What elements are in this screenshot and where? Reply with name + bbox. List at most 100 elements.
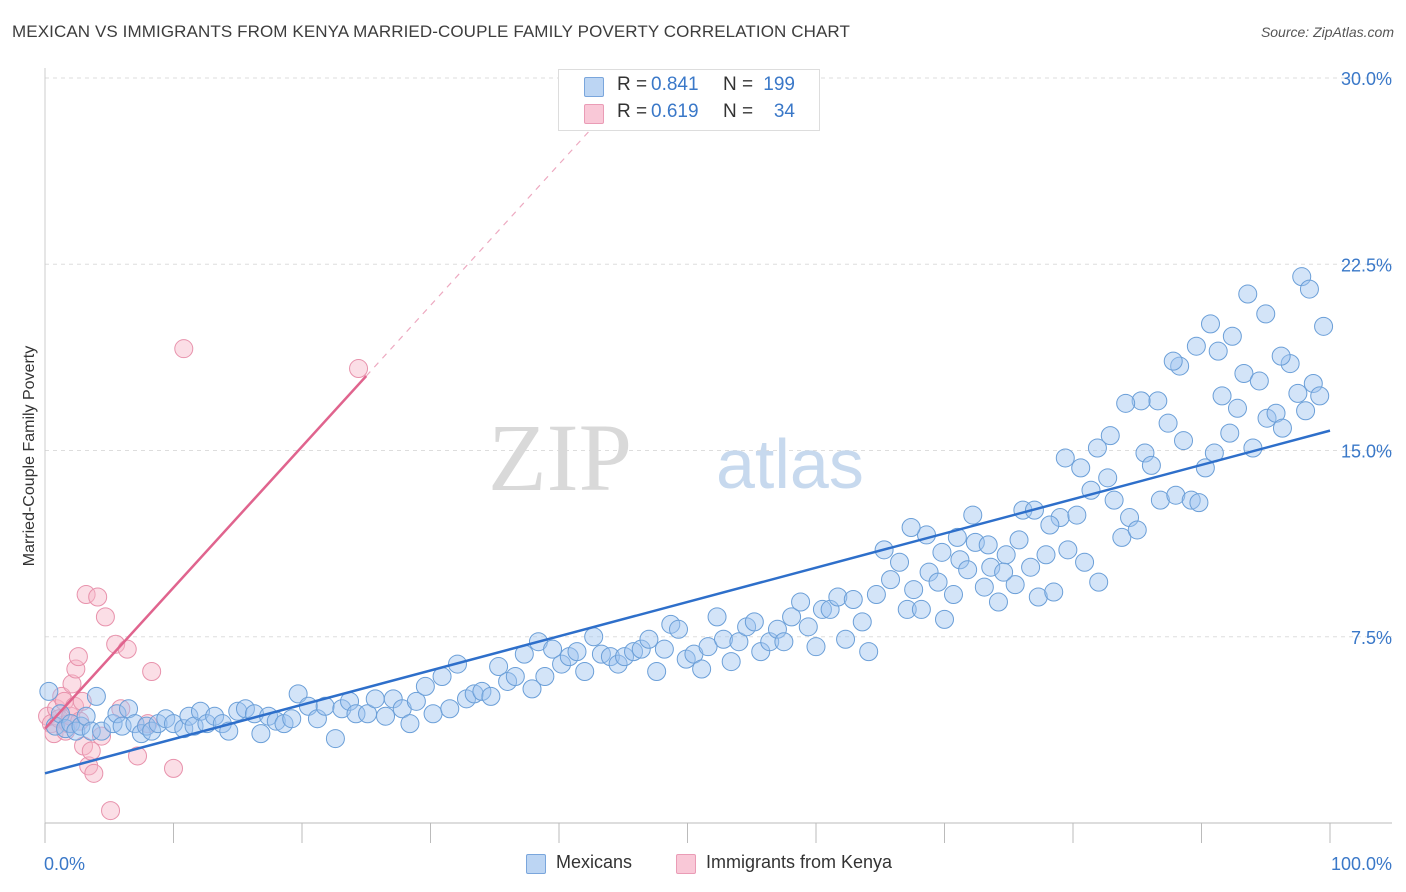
mexicans-point (958, 560, 978, 580)
n-value: 199 (763, 74, 795, 95)
y-tick-label: 30.0% (1341, 69, 1392, 89)
kenya-point (52, 686, 72, 706)
mexicans-point (489, 657, 509, 677)
r-label: R = (617, 74, 648, 95)
kenya-point (72, 691, 92, 711)
mexicans-point (1299, 279, 1319, 299)
kenya-point (62, 674, 82, 694)
mexicans-point (1148, 391, 1168, 411)
mexicans-point (1044, 582, 1064, 602)
mexicans-point (288, 684, 308, 704)
mexicans-point (692, 659, 712, 679)
mexicans-point (713, 629, 733, 649)
watermark-atlas: atlas (716, 425, 864, 503)
mexicans-point (365, 689, 385, 709)
mexicans-point (707, 607, 727, 627)
kenya-point (174, 339, 194, 359)
mexicans-point (575, 662, 595, 682)
kenya-point (142, 662, 162, 682)
mexicans-point (1040, 515, 1060, 535)
mexicans-point (92, 721, 112, 741)
mexicans-point (911, 599, 931, 619)
mexicans-point (631, 639, 651, 659)
legend-label-kenya: Immigrants from Kenya (706, 852, 893, 872)
mexicans-point (1243, 438, 1263, 458)
mexicans-point (1087, 438, 1107, 458)
mexicans-point (654, 639, 674, 659)
mexicans-point (1189, 493, 1209, 513)
mexicans-point (76, 706, 96, 726)
kenya-point (117, 639, 137, 659)
mexicans-point (1181, 490, 1201, 510)
mexicans-point (1067, 505, 1087, 525)
stats-legend: R = 0.841 N = 199 R = 0.619 N = 34 (558, 69, 820, 131)
mexicans-point (767, 619, 787, 639)
mexicans-point (1071, 458, 1091, 478)
mexicans-point (86, 686, 106, 706)
mexicans-point (535, 666, 555, 686)
mexicans-point (179, 706, 199, 726)
mexicans-point (228, 701, 248, 721)
mexicans-point (1021, 557, 1041, 577)
mexicans-point (125, 714, 145, 734)
mexicans-point (481, 686, 501, 706)
x-tick-label-min: 0.0% (44, 854, 85, 874)
mexicans-point (1058, 540, 1078, 560)
mexicans-point (798, 617, 818, 637)
kenya-point (84, 763, 104, 783)
mexicans-point (1238, 284, 1258, 304)
n-label: N = (723, 74, 754, 95)
mexicans-point (843, 590, 863, 609)
mexicans-point (1222, 326, 1242, 346)
mexicans-point (1272, 418, 1292, 438)
mexicans-point (1089, 572, 1109, 592)
mexicans-point (978, 535, 998, 555)
mexicans-point (1005, 575, 1025, 595)
mexicans-point (1303, 373, 1323, 393)
mexicans-point (346, 704, 366, 724)
mexicans-point (1296, 401, 1316, 421)
kenya-trend-line (44, 375, 368, 730)
mexicans-point (904, 580, 924, 600)
mexicans-point (1075, 552, 1095, 572)
gridlines (45, 77, 1392, 638)
mexicans-point (1104, 490, 1124, 510)
mexicans-point (928, 572, 948, 592)
mexicans-point (996, 545, 1016, 565)
axes (44, 68, 1392, 843)
kenya-point (88, 587, 108, 607)
source-note: Source: ZipAtlas.com (1260, 24, 1394, 40)
mexicans-point (1036, 545, 1056, 565)
mexicans-point (1212, 386, 1232, 406)
mexicans-point (1028, 587, 1048, 607)
mexicans-point (1050, 508, 1070, 528)
mexicans-point (81, 721, 101, 741)
mexicans-point (251, 724, 271, 744)
mexicans-point (974, 577, 994, 597)
mexicans-point (791, 592, 811, 612)
mexicans-point (164, 714, 183, 734)
mexicans-point (472, 681, 492, 701)
kenya-point (95, 607, 115, 627)
series-legend: Mexicans Immigrants from Kenya (0, 850, 1406, 878)
mexicans-point (505, 666, 525, 686)
mexicans-point (39, 681, 59, 701)
mexicans-point (325, 729, 345, 749)
mexicans-point (669, 619, 689, 639)
mexicans-point (567, 642, 587, 662)
mexicans-point (1135, 443, 1155, 463)
mexicans-point (950, 550, 970, 570)
kenya-point (68, 647, 88, 667)
series-kenya-points (38, 339, 369, 821)
mexicans-point (235, 699, 255, 719)
kenya-point (101, 801, 121, 821)
mexicans-point (1166, 485, 1186, 505)
series-mexicans-points (39, 267, 1334, 749)
mexicans-point (1257, 408, 1277, 428)
kenya-trend-extension (365, 107, 611, 377)
mexicans-point (1271, 346, 1291, 366)
kenya-point (66, 659, 86, 679)
mexicans-point (721, 652, 741, 672)
r-value: 0.619 (651, 101, 699, 122)
